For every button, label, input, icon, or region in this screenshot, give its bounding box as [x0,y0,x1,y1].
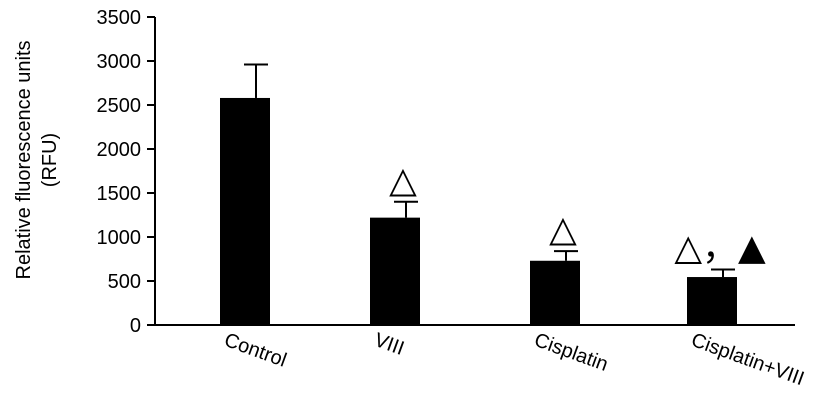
x-tick-label: VIII [371,329,407,360]
y-tick-label: 2500 [97,95,142,117]
significance-marker: △，▲ [674,228,766,269]
y-tick-label: 500 [108,271,141,293]
x-tick-label: Control [221,329,289,372]
bar [220,97,270,326]
bar [370,217,420,325]
y-ticks: 0 500 1000 1500 2000 2500 3000 3500 [97,7,155,337]
significance-markers: △ △ △，▲ [389,160,766,269]
bar [530,260,580,325]
y-axis-title: Relative fluorescence units (RFU) [13,40,61,279]
y-tick-label: 3500 [97,7,142,29]
significance-marker: △ [549,209,577,250]
bars [220,97,737,326]
y-tick-label: 2000 [97,139,142,161]
x-tick-labels: Control VIII Cisplatin Cisplatin+VIII [221,329,807,390]
y-tick-label: 1000 [97,227,142,249]
significance-marker: △ [389,160,417,201]
bar [687,277,737,325]
y-tick-label: 1500 [97,183,142,205]
error-bars [244,63,735,278]
y-axis-title-line1: Relative fluorescence units [13,40,35,279]
x-tick-label: Cisplatin+VIII [688,329,807,390]
y-tick-label: 3000 [97,51,142,73]
y-axis-title-line2: (RFU) [39,133,61,187]
x-tick-label: Cisplatin [531,329,611,376]
y-tick-label: 0 [130,315,141,337]
